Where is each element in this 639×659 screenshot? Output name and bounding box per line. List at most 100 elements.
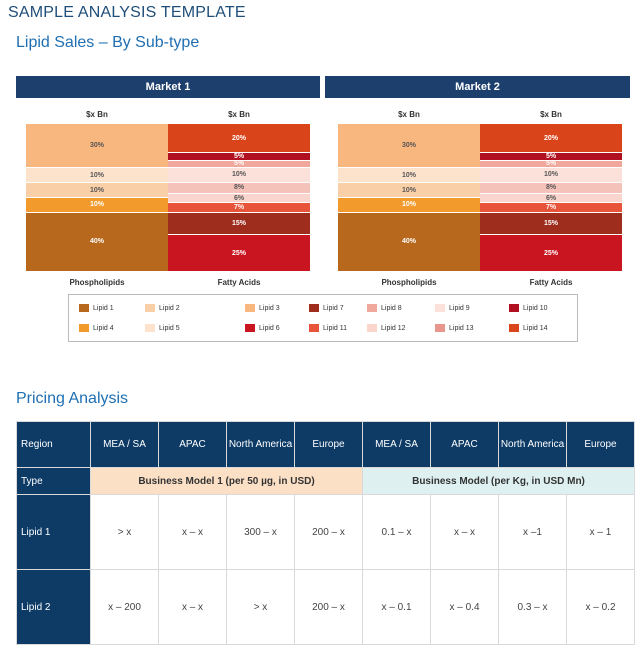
segment-lipid-11: 7% <box>168 203 310 214</box>
market-1-phospholipids-stack: 30% 10% 10% 10% 40% <box>26 124 168 272</box>
segment-label: 5% <box>233 152 245 160</box>
table-cell: x – x <box>158 494 227 570</box>
segment-label: 20% <box>231 134 246 142</box>
legend-item: Lipid 2 <box>145 304 180 312</box>
legend-swatch <box>309 304 319 312</box>
legend-swatch <box>367 324 377 332</box>
segment-lipid-14: 20% <box>480 124 622 154</box>
segment-lipid-13: 8% <box>480 182 622 195</box>
legend-item: Lipid 10 <box>509 304 548 312</box>
segment-lipid-9: 10% <box>480 167 622 183</box>
segment-lipid-8: 5% <box>168 160 310 168</box>
segment-label: 10% <box>89 201 104 209</box>
table-row: Lipid 2 x – 200 x – x > x 200 – x x – 0.… <box>16 569 635 645</box>
segment-label: 15% <box>543 220 558 228</box>
legend-label: Lipid 11 <box>323 324 348 332</box>
table-row: Lipid 1 > x x – x 300 – x 200 – x 0.1 – … <box>16 494 635 570</box>
lipid-sales-chart: Market 1 Market 2 $x Bn $x Bn $x Bn $x B… <box>16 76 630 342</box>
segment-lipid-7: 15% <box>480 213 622 236</box>
table-cell: x – 0.4 <box>430 569 499 645</box>
legend-swatch <box>79 324 89 332</box>
segment-label: 8% <box>545 184 557 192</box>
market-1-header: Market 1 <box>16 76 320 98</box>
legend-item: Lipid 5 <box>145 324 180 332</box>
table-cell: x – 0.1 <box>362 569 431 645</box>
legend-item: Lipid 4 <box>79 324 114 332</box>
segment-lipid-4: 10% <box>338 198 480 213</box>
type-label: Type <box>16 467 91 495</box>
legend-swatch <box>435 304 445 312</box>
legend-swatch <box>245 304 255 312</box>
segment-label: 10% <box>401 171 416 179</box>
table-cell: 0.1 – x <box>362 494 431 570</box>
legend-item: Lipid 8 <box>367 304 402 312</box>
segment-lipid-8: 5% <box>480 160 622 168</box>
segment-lipid-2: 10% <box>338 183 480 198</box>
legend-label: Lipid 14 <box>523 324 548 332</box>
pricing-section-title: Pricing Analysis <box>16 390 129 407</box>
segment-label: 10% <box>89 186 104 194</box>
segment-lipid-14: 20% <box>168 124 310 154</box>
header-north-america-2: North America <box>498 421 567 468</box>
table-cell: 0.3 – x <box>498 569 567 645</box>
legend-label: Lipid 12 <box>381 324 406 332</box>
legend-label: Lipid 4 <box>93 324 114 332</box>
segment-label: 5% <box>545 160 557 168</box>
segment-label: 5% <box>233 160 245 168</box>
segment-lipid-10: 5% <box>168 152 310 161</box>
legend-label: Lipid 1 <box>93 304 114 312</box>
market-2-phospholipids-stack: 30% 10% 10% 10% 40% <box>338 124 480 272</box>
table-cell: x – 1 <box>566 494 635 570</box>
market-2-fatty-acids-stack: 20% 5% 5% 10% 8% 6% 7% 15% 25% <box>480 124 622 272</box>
table-cell: > x <box>90 494 159 570</box>
segment-lipid-13: 8% <box>168 182 310 195</box>
segment-label: 30% <box>401 142 416 150</box>
header-apac-1: APAC <box>158 421 227 468</box>
segment-label: 25% <box>231 249 246 257</box>
legend-label: Lipid 13 <box>449 324 474 332</box>
segment-label: 6% <box>545 194 557 202</box>
market-2-fatty-acids-header: $x Bn <box>540 110 562 119</box>
header-apac-2: APAC <box>430 421 499 468</box>
header-region: Region <box>16 421 91 468</box>
legend-label: Lipid 10 <box>523 304 548 312</box>
pricing-table: Region MEA / SA APAC North America Europ… <box>16 421 635 645</box>
header-mea-sa-2: MEA / SA <box>362 421 431 468</box>
segment-label: 40% <box>89 238 104 246</box>
legend-swatch <box>509 324 519 332</box>
segment-label: 7% <box>233 204 245 212</box>
lipid-section-title: Lipid Sales – By Sub-type <box>16 34 200 51</box>
table-cell: > x <box>226 569 295 645</box>
segment-lipid-6: 25% <box>480 235 622 272</box>
segment-lipid-4: 10% <box>26 198 168 213</box>
table-cell: x – x <box>430 494 499 570</box>
segment-label: 8% <box>233 184 245 192</box>
market-1-fatty-acids-stack: 20% 5% 5% 10% 8% 6% 7% 15% 25% <box>168 124 310 272</box>
legend-item: Lipid 3 <box>245 304 280 312</box>
header-europe-1: Europe <box>294 421 363 468</box>
document-title: SAMPLE ANALYSIS TEMPLATE <box>8 4 246 21</box>
segment-lipid-11: 7% <box>480 203 622 214</box>
segment-label: 10% <box>401 201 416 209</box>
legend-swatch <box>245 324 255 332</box>
legend-swatch <box>145 324 155 332</box>
segment-lipid-9: 10% <box>168 167 310 183</box>
segment-lipid-7: 15% <box>168 213 310 236</box>
market-2-phospholipids-label: Phospholipids <box>381 278 437 287</box>
legend-item: Lipid 12 <box>367 324 406 332</box>
legend-item: Lipid 1 <box>79 304 114 312</box>
segment-label: 15% <box>231 220 246 228</box>
segment-lipid-3: 30% <box>338 124 480 169</box>
segment-lipid-12: 6% <box>480 194 622 204</box>
legend-swatch <box>309 324 319 332</box>
header-europe-2: Europe <box>566 421 635 468</box>
segment-lipid-5: 10% <box>338 168 480 184</box>
segment-label: 25% <box>543 249 558 257</box>
table-cell: x –1 <box>498 494 567 570</box>
legend-item: Lipid 13 <box>435 324 474 332</box>
business-model-2-label: Business Model (per Kg, in USD Mn) <box>362 467 635 495</box>
business-model-1-label: Business Model 1 (per 50 µg, in USD) <box>90 467 363 495</box>
legend-item: Lipid 6 <box>245 324 280 332</box>
market-2-phospholipids-header: $x Bn <box>398 110 420 119</box>
legend-swatch <box>79 304 89 312</box>
